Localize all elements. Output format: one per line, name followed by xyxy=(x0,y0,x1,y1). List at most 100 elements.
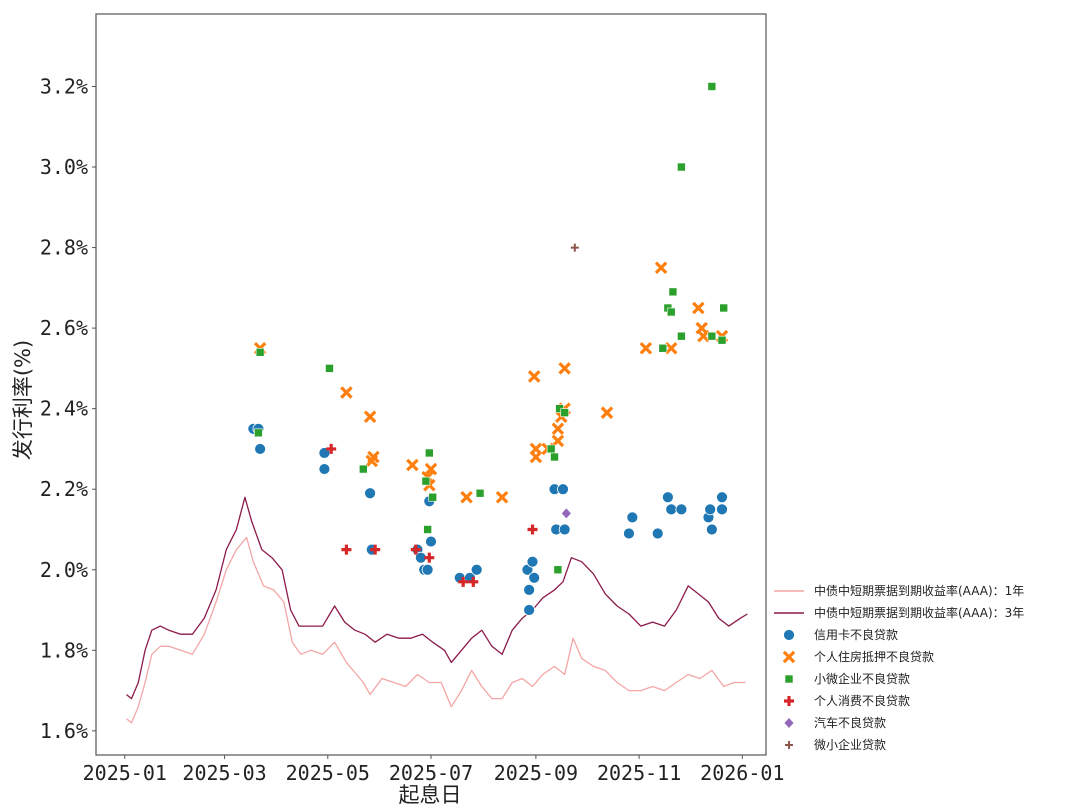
legend-marker-5 xyxy=(783,717,795,729)
data-point-s1-25 xyxy=(558,523,571,536)
data-point-s3-2 xyxy=(255,347,265,357)
lines-layer xyxy=(126,496,748,724)
legend: 中债中短期票据到期收益率(AAA)：1年中债中短期票据到期收益率(AAA)：3年… xyxy=(774,583,1024,752)
y-tick-label: 3.2% xyxy=(40,74,88,98)
legend-label-series-1: 信用卡不良贷款 xyxy=(814,627,898,642)
data-point-s4-4 xyxy=(410,544,421,555)
data-point-s2-27 xyxy=(697,329,710,343)
data-point-s3-20 xyxy=(677,162,686,172)
legend-marker-3 xyxy=(784,674,794,684)
data-point-s3-15 xyxy=(658,343,668,353)
data-point-s3-23 xyxy=(717,335,727,345)
data-point-s3-19 xyxy=(677,331,686,341)
data-point-s3-8 xyxy=(428,492,437,502)
series-line-2 xyxy=(126,496,748,700)
data-point-s1-33 xyxy=(704,503,717,516)
data-point-s1-11 xyxy=(421,563,434,576)
data-point-s3-9 xyxy=(475,488,485,498)
data-point-s1-21 xyxy=(528,571,541,584)
y-tick-label: 1.6% xyxy=(40,719,88,743)
data-point-s2-22 xyxy=(639,341,653,355)
data-point-s3-21 xyxy=(707,82,717,91)
data-point-s2-11 xyxy=(495,490,509,504)
data-point-s2-21 xyxy=(600,406,614,419)
data-point-s5-1 xyxy=(560,507,572,520)
data-point-s3-14 xyxy=(553,565,563,575)
data-point-s1-31 xyxy=(675,503,688,516)
data-point-s2-17 xyxy=(551,422,565,436)
data-point-s3-22 xyxy=(707,331,717,341)
data-point-s1-6 xyxy=(364,487,376,500)
y-tick-label: 1.8% xyxy=(40,638,88,662)
plot-frame xyxy=(95,13,767,756)
data-point-s3-5 xyxy=(425,448,434,458)
data-point-s3-4 xyxy=(359,464,368,474)
x-tick-label: 2026-01 xyxy=(700,761,784,785)
data-point-s4-8 xyxy=(458,576,469,587)
legend-marker-2 xyxy=(782,650,796,664)
data-point-s1-36 xyxy=(716,503,728,516)
data-point-s4-6 xyxy=(468,576,479,587)
y-tick-label: 2.2% xyxy=(40,477,88,501)
data-point-s3-24 xyxy=(719,303,729,313)
points-layer xyxy=(247,82,729,616)
data-point-s2-8 xyxy=(424,462,438,476)
data-point-s2-14 xyxy=(529,450,543,464)
data-point-s1-34 xyxy=(705,523,718,536)
legend-marker-1 xyxy=(783,629,795,641)
data-point-s1-16 xyxy=(470,563,483,576)
data-point-s2-6 xyxy=(406,458,419,472)
data-point-s2-16 xyxy=(551,434,565,448)
x-tick-label: 2025-07 xyxy=(389,761,473,785)
y-tick-label: 2.8% xyxy=(40,236,88,260)
data-point-s2-10 xyxy=(460,490,473,504)
y-tick-label: 2.6% xyxy=(40,316,88,340)
data-point-s3-10 xyxy=(546,444,556,454)
legend-label-line-1: 中债中短期票据到期收益率(AAA)：1年 xyxy=(814,583,1024,598)
data-point-s6-1 xyxy=(570,243,579,252)
data-point-s4-5 xyxy=(424,552,435,563)
data-point-s2-25 xyxy=(692,301,705,315)
data-point-s1-24 xyxy=(557,483,569,496)
data-point-s3-18 xyxy=(668,287,678,297)
data-point-s1-26 xyxy=(626,511,639,524)
series-line-1 xyxy=(126,536,746,724)
x-tick-label: 2025-05 xyxy=(286,761,370,785)
legend-marker-6 xyxy=(785,741,793,749)
data-point-s1-35 xyxy=(716,491,728,504)
data-point-s1-3 xyxy=(254,443,267,455)
data-point-s1-5 xyxy=(318,463,331,475)
legend-label-series-2: 个人住房抵押不良贷款 xyxy=(814,649,934,664)
legend-label-series-3: 小微企业不良贷款 xyxy=(814,671,910,686)
x-ticks: 2025-01 2025-03 2025-05 2025-07 2025-09 2025-… xyxy=(83,755,784,785)
data-point-s2-23 xyxy=(654,261,668,274)
y-tick-label: 2.0% xyxy=(40,558,88,582)
data-point-s2-13 xyxy=(529,442,543,456)
data-point-s3-17 xyxy=(666,307,676,317)
x-tick-label: 2025-09 xyxy=(494,761,578,785)
data-point-s2-12 xyxy=(527,370,541,383)
data-point-s3-13 xyxy=(560,408,569,417)
data-point-s1-28 xyxy=(651,527,664,540)
legend-label-series-4: 个人消费不良贷款 xyxy=(814,693,910,708)
data-point-s1-30 xyxy=(665,503,678,516)
x-tick-label: 2025-01 xyxy=(83,761,167,785)
data-point-s1-19 xyxy=(523,604,536,616)
data-point-s3-6 xyxy=(421,476,431,486)
data-point-s4-7 xyxy=(527,524,538,535)
x-tick-label: 2025-11 xyxy=(597,761,681,785)
data-point-s1-18 xyxy=(523,583,536,596)
y-ticks: 1.6% 1.8% 2.0% 2.2% 2.4% 2.6% 2.8% 3.0% 3.2% xyxy=(40,74,96,743)
data-point-s2-3 xyxy=(363,410,377,423)
data-point-s2-20 xyxy=(558,362,571,375)
legend-marker-4 xyxy=(784,696,794,706)
data-point-s3-7 xyxy=(423,525,432,534)
data-point-s1-13 xyxy=(425,535,437,548)
data-point-s3-3 xyxy=(325,364,334,373)
data-point-s1-20 xyxy=(526,555,539,568)
data-point-s3-1 xyxy=(254,428,263,438)
legend-label-line-2: 中债中短期票据到期收益率(AAA)：3年 xyxy=(814,605,1024,620)
data-point-s2-5 xyxy=(365,454,379,468)
